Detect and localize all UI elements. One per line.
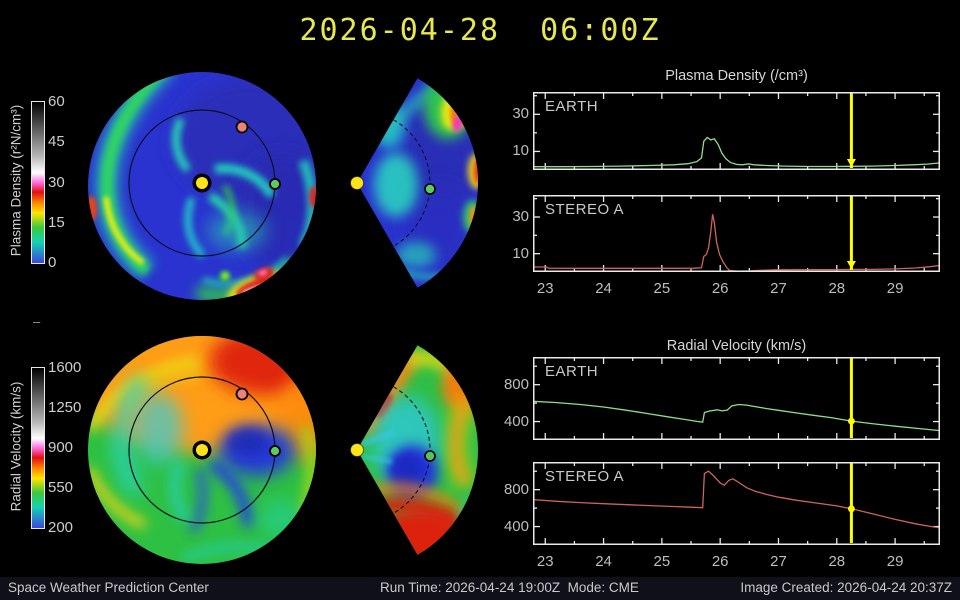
stereo-a-marker [235, 387, 249, 401]
y-axis-tick-label: 400 [503, 412, 529, 430]
velocity-colorbar-label: Radial Velocity (km/s) [8, 381, 24, 512]
velocity-colorbar [31, 367, 45, 529]
x-axis-tick-label: 27 [770, 553, 787, 570]
x-axis-tick-label: 23 [536, 280, 554, 297]
colorbar-tick-label: 60 [48, 93, 65, 110]
colorbar-tick-label: 30 [48, 173, 65, 191]
y-axis-tick-label: 10 [512, 142, 529, 160]
colorbar-tick-label: 550 [48, 479, 74, 496]
spacecraft-label: STEREO A [545, 468, 625, 485]
y-axis-tick-label: 400 [503, 517, 529, 535]
density-stereo-a-panel: STEREO A [533, 195, 940, 272]
footer-run-info: Run Time: 2026-04-24 19:00Z Mode: CME [380, 580, 639, 595]
chart-panel-plot [533, 92, 940, 170]
velocity-wedge-view [350, 345, 479, 555]
x-axis-tick-label: 25 [653, 553, 671, 570]
colorbar-tick-label: 1600 [48, 359, 82, 376]
x-axis-tick-label: 26 [711, 553, 729, 570]
density-colorbar-label: Plasma Density (r²N/cm³) [8, 104, 24, 257]
footer-created-info: Image Created: 2026-04-24 20:37Z [740, 580, 952, 595]
density-chart-group: Plasma Density (/cm³) EARTH STEREO A 23 2… [495, 64, 960, 304]
velocity-x-axis-labels: 23 24 25 26 27 28 29 [495, 553, 960, 573]
density-colorbar [31, 101, 45, 264]
colorbar-tick-label: 45 [48, 133, 65, 151]
x-axis-tick-label: 28 [828, 553, 846, 570]
x-axis-tick-label: 29 [886, 280, 904, 297]
y-axis-tick-label: 800 [503, 480, 529, 498]
x-axis-tick-label: 27 [770, 280, 787, 297]
density-disk-view [88, 72, 316, 300]
spacecraft-label: EARTH [545, 363, 599, 380]
chart-panel-plot [533, 357, 940, 440]
y-axis-tick-label: 30 [512, 208, 529, 225]
velocity-chart-group: Radial Velocity (km/s) EARTH STEREO A 23… [495, 334, 960, 579]
earth-marker [424, 183, 436, 195]
x-axis-tick-label: 28 [828, 280, 846, 297]
sun-marker [350, 176, 364, 190]
sun-marker [350, 443, 364, 457]
colorbar-tick-label: 900 [48, 439, 74, 456]
y-axis-tick-label: 30 [512, 105, 529, 123]
velocity-disk-view [88, 336, 316, 564]
velocity-earth-panel: EARTH [533, 357, 940, 440]
earth-marker [269, 178, 281, 190]
stereo-a-marker [235, 120, 249, 134]
x-axis-tick-label: 24 [595, 280, 612, 297]
density-chart-title: Plasma Density (/cm³) [665, 68, 808, 84]
timestamp-title: 2026-04-28 06:00Z [299, 13, 661, 48]
chart-panel-plot [533, 462, 940, 545]
colorbar-tick-label: 15 [48, 213, 65, 231]
density-x-axis-labels: 23 24 25 26 27 28 29 [495, 280, 960, 300]
spacecraft-label: EARTH [545, 98, 599, 115]
x-axis-tick-label: 26 [711, 280, 729, 297]
colorbar-tick-label: 0 [48, 254, 57, 271]
x-axis-tick-label: 25 [653, 280, 671, 297]
footer-source-label: Space Weather Prediction Center [8, 580, 209, 595]
y-axis-tick-label: 800 [503, 375, 529, 393]
velocity-chart-title: Radial Velocity (km/s) [666, 338, 807, 354]
density-wedge-view [350, 78, 479, 288]
colorbar-tick-label: 1250 [48, 399, 82, 416]
earth-marker [424, 450, 436, 462]
spacecraft-label: STEREO A [545, 201, 625, 218]
velocity-stereo-a-panel: STEREO A [533, 462, 940, 545]
earth-marker [269, 445, 281, 457]
y-axis-tick-label: 10 [512, 244, 529, 262]
stray-dash: – [33, 314, 41, 329]
chart-panel-plot [533, 195, 940, 272]
colorbar-tick-label: 200 [48, 519, 74, 536]
footer-bar: Space Weather Prediction Center Run Time… [0, 577, 960, 600]
density-earth-panel: EARTH [533, 92, 940, 170]
x-axis-tick-label: 23 [536, 553, 554, 570]
x-axis-tick-label: 29 [886, 553, 904, 570]
x-axis-tick-label: 24 [595, 553, 612, 570]
